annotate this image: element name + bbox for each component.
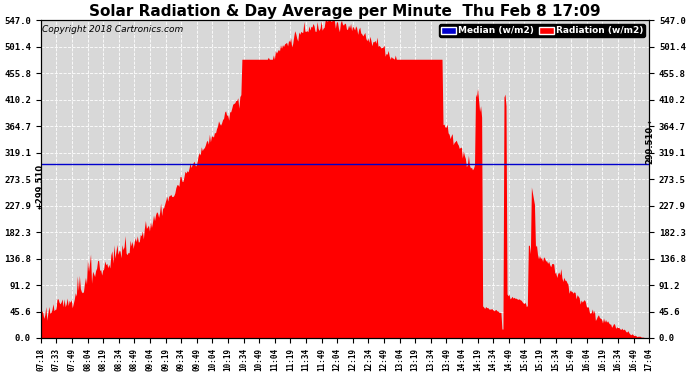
Text: Copyright 2018 Cartronics.com: Copyright 2018 Cartronics.com — [42, 25, 184, 34]
Text: 299.510→: 299.510→ — [645, 119, 654, 164]
Text: ←299.510: ←299.510 — [36, 164, 45, 209]
Legend: Median (w/m2), Radiation (w/m2): Median (w/m2), Radiation (w/m2) — [440, 24, 645, 37]
Title: Solar Radiation & Day Average per Minute  Thu Feb 8 17:09: Solar Radiation & Day Average per Minute… — [89, 4, 601, 19]
